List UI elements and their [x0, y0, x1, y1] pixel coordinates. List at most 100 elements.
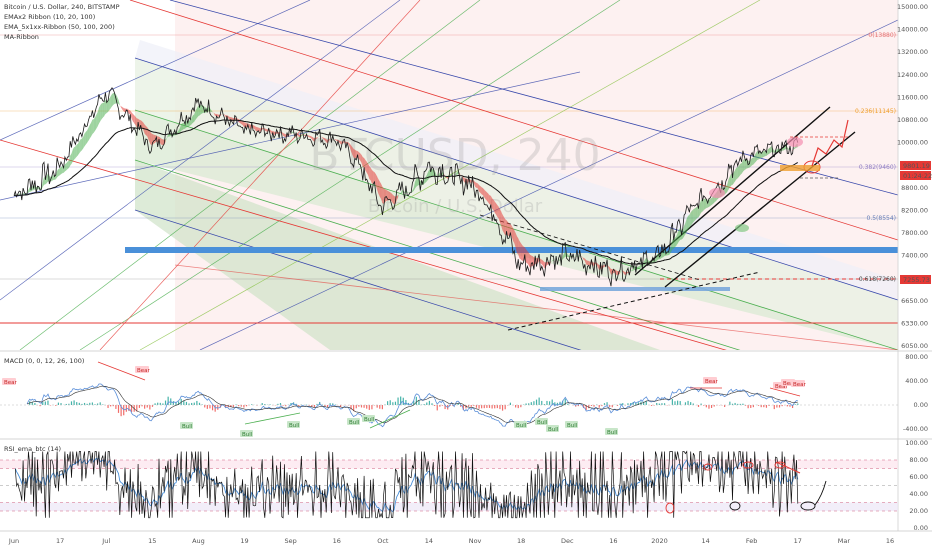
ribbon-segment [584, 258, 587, 265]
x-tick-label: Dec [561, 537, 574, 545]
ribbon-segment [281, 132, 284, 136]
macd-hist-bar [517, 405, 519, 409]
ribbon-segment [128, 109, 131, 114]
macd-hist-bar [705, 405, 707, 408]
macd-title[interactable]: MACD (0, 0, 12, 26, 100) [4, 357, 84, 365]
rsi-axis[interactable]: 100.00 80.00 60.00 40.00 20.00 0.00 [905, 439, 928, 532]
price-tag-current: 9801.19 [903, 162, 930, 170]
ribbon-segment [630, 269, 632, 273]
macd-hist-bar [400, 396, 402, 405]
macd-hist-bar [261, 403, 263, 405]
svg-text:Bull: Bull [289, 423, 300, 429]
macd-hist-bar [619, 403, 621, 405]
ribbon-segment [660, 252, 662, 259]
macd-hist-bar [465, 405, 467, 409]
ribbon-segment [67, 160, 69, 170]
ribbon-segment [574, 256, 576, 258]
ribbon-segment [669, 244, 672, 255]
ribbon-segment [94, 114, 97, 131]
x-tick-label: 16 [333, 537, 341, 545]
macd-hist-bar [494, 405, 496, 409]
ribbon-segment [452, 175, 455, 178]
ribbon-segment [514, 230, 516, 248]
support-zone-blue [125, 247, 898, 253]
fib-label-0236: 0.236(11145) [855, 108, 896, 115]
macd-hist-bar [235, 404, 237, 405]
fib-labels: 0(13880) 0.236(11145) 0.382(9460) 0.5(85… [855, 32, 896, 283]
macd-hist-bar [123, 405, 125, 416]
indicator-ema5x[interactable]: EMA_5x1xx-Ribbon (50, 100, 200) [4, 23, 115, 31]
macd-hist-bar [44, 401, 46, 405]
ribbon-segment [608, 265, 610, 272]
macd-divergence-1 [97, 361, 146, 381]
macd-hist-bar [525, 403, 527, 405]
ribbon-segment [127, 108, 129, 114]
ribbon-segment [388, 191, 391, 201]
ascending-channel-upper [634, 106, 831, 276]
ribbon-segment [81, 136, 84, 151]
ribbon-segment [566, 252, 568, 258]
ribbon-segment [88, 124, 90, 141]
ribbon-segment [469, 179, 472, 184]
bull-badge: Bull [287, 421, 300, 429]
rsi-title[interactable]: RSI_ema_btc (14) [4, 445, 61, 453]
x-tick-label: 17 [56, 537, 64, 545]
macd-hist-bar [381, 405, 383, 410]
ribbon-segment [677, 229, 679, 244]
price-tick-label: 10000.00 [897, 139, 928, 147]
rsi-marker [774, 461, 786, 469]
ribbon-segment [754, 152, 756, 163]
ribbon-segment [407, 191, 409, 193]
ribbon-segment [178, 128, 180, 134]
indicator-emax2[interactable]: EMAx2 Ribbon (10, 20, 100) [4, 13, 95, 21]
ribbon-segment [256, 127, 259, 132]
macd-hist-bar [81, 403, 83, 405]
symbol-line[interactable]: Bitcoin / U.S. Dollar, 240, BITSTAMP [4, 3, 120, 11]
ribbon-segment [59, 166, 62, 176]
macd-hist-bar [677, 400, 679, 405]
ribbon-segment [489, 195, 491, 205]
ribbon-segment [301, 134, 303, 136]
macd-hist-bar [504, 405, 506, 410]
macd-hist-bar [486, 405, 488, 408]
macd-hist-bar [496, 405, 498, 409]
macd-hist-bar [750, 405, 752, 408]
ribbon-segment [526, 249, 528, 264]
ribbon-segment [725, 184, 728, 194]
ribbon-segment [118, 99, 120, 106]
ribbon-segment [270, 129, 272, 135]
macd-hist-bar [339, 405, 342, 408]
macd-hist-bar [83, 402, 86, 405]
price-tick-label: 10800.00 [897, 116, 928, 124]
macd-hist-bar [70, 401, 73, 405]
svg-text:Bull: Bull [364, 417, 375, 423]
ribbon-segment [320, 136, 323, 138]
ribbon-segment [784, 145, 787, 150]
ribbon-segment [688, 214, 690, 230]
macd-hist-bar [598, 405, 600, 408]
indicator-ma-ribbon[interactable]: MA-Ribbon [4, 33, 39, 41]
bull-badge: Bull [535, 418, 548, 426]
macd-hist-bar [329, 403, 331, 405]
macd-hist-bar [687, 400, 689, 405]
macd-hist-bar [402, 397, 404, 405]
top-marker-1 [709, 188, 725, 198]
macd-hist-bar [413, 400, 415, 405]
macd-axis[interactable]: 800.00 400.00 0.00 -400.00 [903, 353, 928, 433]
rsi-projection-curve [814, 480, 827, 506]
ribbon-segment [391, 193, 393, 204]
x-axis[interactable]: Jun 17 Jul 15 Aug 19 Sep 16 Oct 14 Nov 18 Dec 16 2020 1… [8, 537, 894, 545]
macd-hist-bar [130, 405, 133, 413]
ribbon-segment [119, 104, 122, 108]
bull-badge: Bull [514, 421, 527, 429]
ribbon-segment [477, 183, 480, 192]
macd-hist-bar [692, 403, 694, 405]
ribbon-segment [527, 250, 529, 266]
macd-hist-bar [355, 405, 357, 409]
macd-hist-bar [452, 405, 454, 407]
rsi-divergence-line [775, 461, 801, 474]
ribbon-segment [324, 138, 327, 143]
macd-hist-bar [499, 405, 501, 410]
macd-hist-bar [606, 402, 608, 405]
